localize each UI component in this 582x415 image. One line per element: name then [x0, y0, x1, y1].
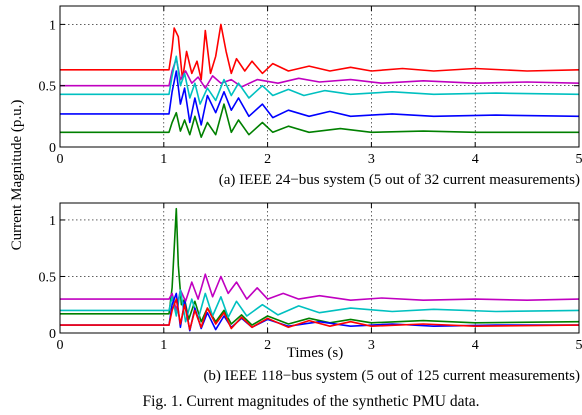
x-tick-label: 2 — [264, 152, 271, 167]
x-tick-label: 5 — [576, 152, 582, 167]
x-tick-label: 1 — [160, 338, 167, 353]
subtitle-b: (b) IEEE 118−bus system (5 out of 125 cu… — [203, 368, 580, 384]
y-tick-label: 0.5 — [39, 270, 57, 285]
x-tick-label: 4 — [472, 152, 479, 167]
x-tick-label: 3 — [368, 338, 375, 353]
y-tick-label: 0.5 — [39, 80, 57, 95]
series-line-3 — [60, 55, 580, 105]
chart-panel-a: 0 1 2 3 4 5 0 0.5 1 — [39, 5, 582, 167]
series-line-3 — [60, 289, 580, 323]
x-tick-label: 1 — [160, 152, 167, 167]
plot-frame — [59, 202, 580, 334]
x-tick-label: 4 — [472, 338, 479, 353]
y-axis-label: Current Magnitude (p.u.) — [9, 100, 25, 251]
series-line-1 — [60, 207, 580, 326]
figure-caption: Fig. 1. Current magnitudes of the synthe… — [142, 393, 479, 410]
x-tick-label: 2 — [264, 338, 271, 353]
plot-frame — [59, 5, 580, 148]
series-line-2 — [60, 57, 580, 89]
x-tick-label: 0 — [57, 152, 64, 167]
series-line-1 — [60, 23, 580, 81]
y-tick-label: 0 — [49, 327, 56, 342]
x-axis-label-b: Times (s) — [287, 345, 344, 361]
y-tick-label: 1 — [49, 18, 56, 33]
subtitle-a: (a) IEEE 24−bus system (5 out of 32 curr… — [219, 172, 580, 188]
y-tick-label: 1 — [49, 214, 56, 229]
y-tick-label: 0 — [49, 141, 56, 156]
x-tick-label: 5 — [576, 338, 582, 353]
chart-panel-b: 0 1 2 3 4 5 0 0.5 1 — [39, 202, 582, 353]
series-line-5 — [60, 103, 579, 138]
series-line-4 — [60, 70, 580, 126]
series-line-5 — [60, 298, 580, 331]
series-line-2 — [60, 273, 580, 312]
x-tick-label: 3 — [368, 152, 375, 167]
x-tick-label: 0 — [57, 338, 64, 353]
